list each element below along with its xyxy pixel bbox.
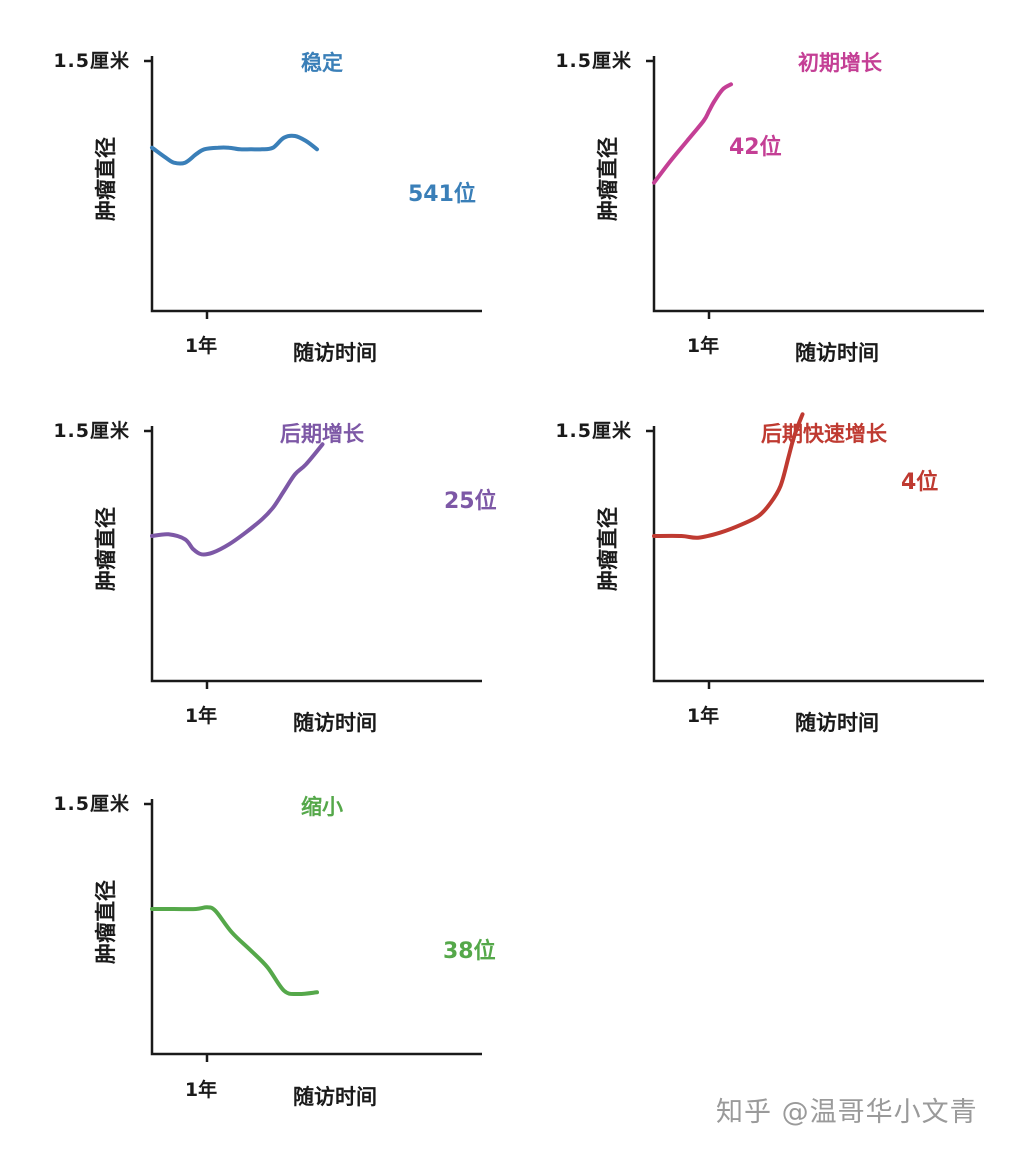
x-tick-label: 1年: [185, 1078, 217, 1101]
axis-lines: [150, 799, 482, 1056]
y-axis-title: 肿瘤直径: [596, 507, 620, 591]
x-axis-title: 随访时间: [293, 341, 377, 365]
series-line-1: [150, 442, 325, 557]
x-tick-label: 1年: [185, 704, 217, 727]
series-line-1: [652, 82, 733, 185]
x-tick-label: 1年: [687, 704, 719, 727]
chart-panel-1: 1.5厘米 1年 随访时间 肿瘤直径 稳定 541位: [53, 49, 482, 365]
x-axis-title: 随访时间: [293, 1085, 377, 1109]
case-count-label: 38位: [443, 938, 496, 964]
y-axis-title: 肿瘤直径: [94, 137, 118, 221]
chart-panel-5: 1.5厘米 1年 随访时间 肿瘤直径 缩小 38位: [53, 792, 495, 1109]
y-tick-label: 1.5厘米: [555, 49, 632, 72]
case-count-label: 4位: [901, 469, 938, 495]
panel-title: 后期快速增长: [761, 422, 888, 446]
y-axis-title: 肿瘤直径: [596, 137, 620, 221]
series-line-1: [150, 905, 319, 997]
y-axis-title: 肿瘤直径: [94, 507, 118, 591]
x-axis-title: 随访时间: [293, 711, 377, 735]
y-tick-label: 1.5厘米: [53, 49, 130, 72]
case-count-label: 25位: [444, 488, 497, 514]
series-line-1: [150, 133, 319, 166]
watermark-text: 知乎 @温哥华小文青: [716, 1097, 978, 1128]
x-tick-label: 1年: [687, 334, 719, 357]
y-tick-label: 1.5厘米: [53, 419, 130, 442]
x-tick-label: 1年: [185, 334, 217, 357]
series-line-1: [652, 412, 805, 540]
panel-title: 后期增长: [280, 422, 365, 446]
y-tick-label: 1.5厘米: [53, 792, 130, 815]
case-count-label: 541位: [408, 181, 476, 207]
chart-panel-3: 1.5厘米 1年 随访时间 肿瘤直径 后期增长 25位: [53, 419, 496, 735]
axis-lines: [150, 426, 482, 683]
chart-panel-2: 1.5厘米 1年 随访时间 肿瘤直径 初期增长 42位: [555, 49, 984, 365]
axis-lines: [150, 56, 482, 313]
x-axis-title: 随访时间: [795, 341, 879, 365]
y-axis-title: 肿瘤直径: [94, 880, 118, 964]
axis-lines: [652, 426, 984, 683]
axis-lines: [652, 56, 984, 313]
case-count-label: 42位: [729, 134, 782, 160]
panel-title: 缩小: [301, 795, 343, 819]
x-axis-title: 随访时间: [795, 711, 879, 735]
y-tick-label: 1.5厘米: [555, 419, 632, 442]
chart-panel-4: 1.5厘米 1年 随访时间 肿瘤直径 后期快速增长 4位: [555, 412, 984, 735]
panel-title: 初期增长: [798, 51, 883, 75]
panel-title: 稳定: [301, 51, 343, 75]
